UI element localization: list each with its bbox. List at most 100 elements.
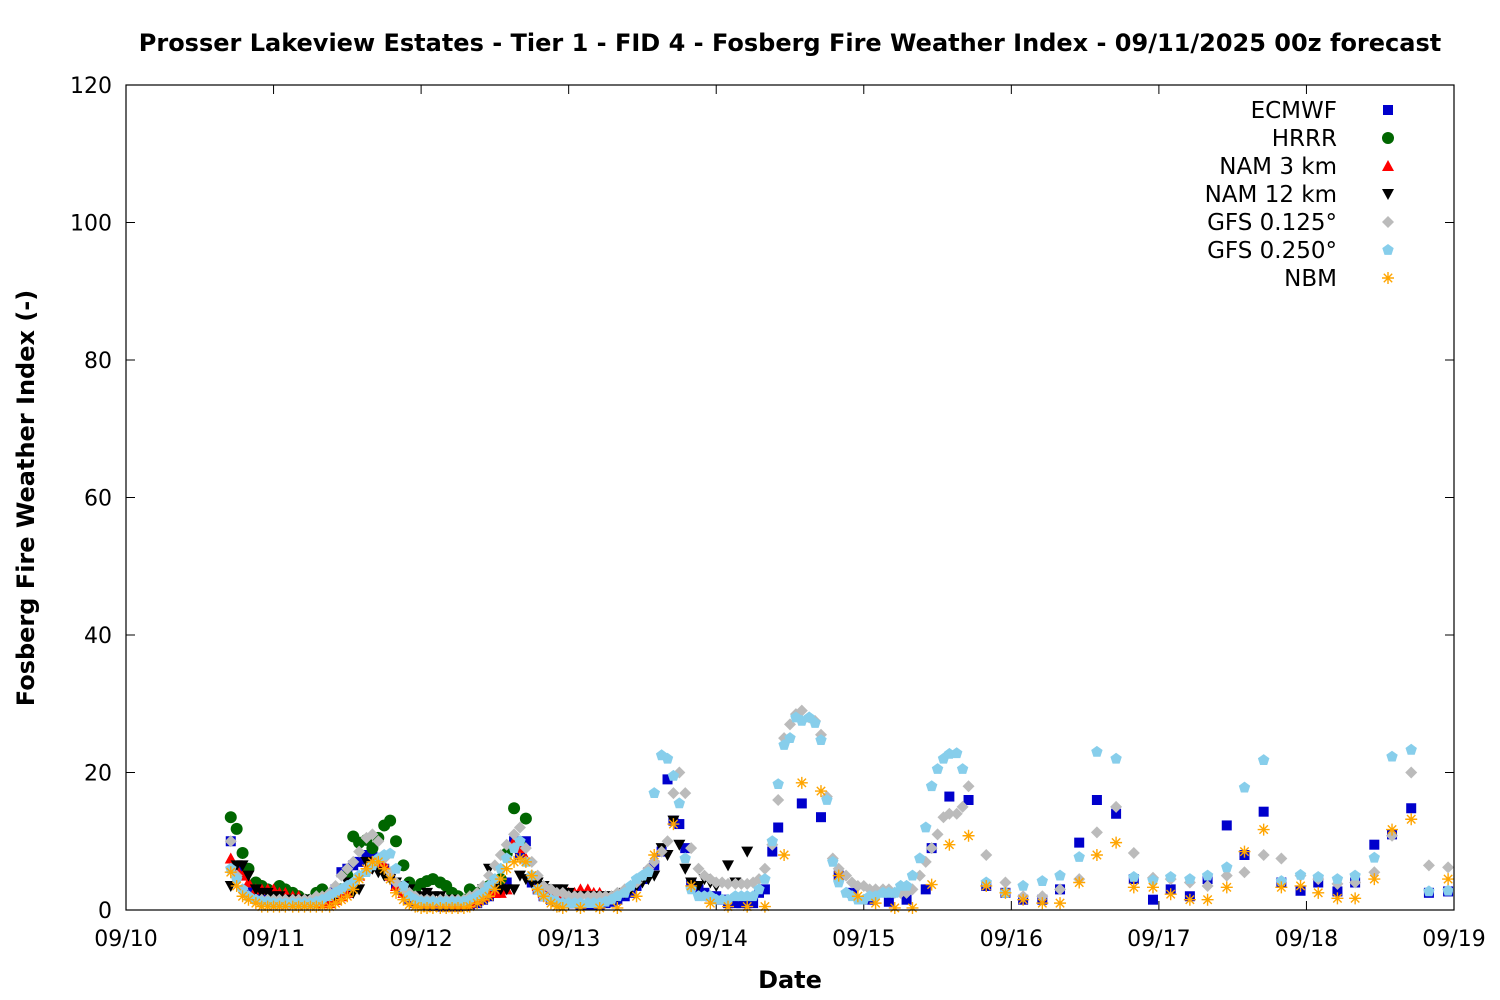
data-point	[1312, 871, 1324, 882]
data-point	[999, 886, 1012, 899]
data-point	[1146, 881, 1159, 894]
data-point	[766, 835, 778, 847]
data-point	[390, 886, 403, 899]
data-point	[409, 900, 422, 913]
data-point	[662, 774, 673, 785]
data-point	[1258, 806, 1269, 817]
data-point	[758, 900, 771, 913]
data-point	[242, 893, 255, 906]
data-point	[508, 802, 521, 815]
data-point	[261, 887, 274, 899]
data-point	[329, 897, 342, 910]
data-point	[353, 873, 366, 886]
data-point	[1201, 869, 1214, 881]
data-point	[950, 807, 963, 820]
data-point	[341, 890, 354, 903]
data-point	[426, 901, 439, 914]
data-point	[906, 869, 919, 881]
data-point	[1220, 869, 1233, 882]
data-point	[920, 884, 931, 895]
data-point	[574, 901, 587, 914]
data-point	[1257, 823, 1270, 836]
data-point	[1036, 875, 1048, 886]
data-point	[347, 855, 360, 868]
data-point	[390, 835, 403, 848]
data-point	[759, 873, 771, 884]
data-point	[1331, 873, 1344, 884]
plot-frame	[125, 84, 1455, 911]
data-point	[1368, 851, 1380, 863]
data-point	[661, 752, 674, 764]
data-point	[397, 879, 410, 891]
data-point	[550, 900, 563, 913]
data-point	[956, 763, 969, 774]
data-point	[630, 890, 643, 903]
data-point	[1184, 873, 1196, 884]
data-point	[1257, 754, 1270, 765]
data-point	[679, 787, 692, 800]
data-point	[1294, 868, 1307, 880]
data-point	[1331, 892, 1344, 905]
data-point	[951, 747, 963, 759]
data-point	[1405, 743, 1417, 755]
data-point	[815, 734, 827, 745]
data-point	[1054, 897, 1067, 910]
data-point	[753, 883, 765, 895]
data-point	[925, 780, 938, 792]
data-point	[648, 787, 660, 798]
data-point	[353, 845, 366, 858]
data-point	[1054, 883, 1067, 896]
data-point	[1128, 871, 1140, 882]
data-point	[1275, 852, 1288, 865]
data-point	[767, 846, 778, 857]
data-point	[323, 900, 336, 913]
data-point	[1386, 823, 1399, 836]
data-point	[519, 812, 532, 825]
legend-marker	[1382, 160, 1394, 171]
x-tick-label: 09/17	[1127, 927, 1190, 952]
data-point	[1332, 886, 1343, 897]
data-point	[384, 814, 397, 827]
data-point	[525, 869, 538, 882]
data-point	[1221, 820, 1232, 831]
legend-label: HRRR	[1272, 126, 1337, 152]
data-point	[1091, 795, 1102, 805]
data-point	[778, 849, 791, 861]
data-point	[772, 778, 784, 789]
data-point	[501, 852, 513, 864]
data-point	[888, 901, 901, 914]
data-point	[832, 869, 845, 882]
data-point	[384, 873, 397, 886]
data-point	[704, 897, 717, 910]
data-point	[316, 900, 329, 913]
data-point	[901, 894, 912, 905]
data-point	[508, 828, 521, 841]
x-axis-label: Date	[758, 966, 822, 994]
data-point	[906, 901, 919, 914]
series-gfs-0-250	[225, 711, 1454, 908]
data-point	[1406, 803, 1417, 814]
data-point	[477, 893, 490, 906]
data-point	[1090, 849, 1103, 861]
data-point	[1238, 866, 1251, 879]
data-point	[224, 835, 237, 848]
data-point	[1442, 861, 1455, 874]
data-points	[224, 704, 1455, 914]
data-point	[943, 807, 956, 820]
data-point	[943, 838, 956, 851]
data-point	[513, 870, 526, 882]
data-point	[236, 860, 249, 872]
data-point	[611, 901, 624, 914]
data-point	[840, 869, 853, 882]
data-point	[224, 866, 237, 879]
data-point	[1201, 893, 1214, 906]
data-point	[1110, 836, 1123, 849]
data-point	[335, 869, 348, 882]
data-point	[249, 897, 262, 910]
legend-marker	[1382, 216, 1394, 228]
data-point	[500, 862, 513, 875]
data-point	[513, 852, 526, 865]
legend-marker	[1382, 272, 1394, 284]
data-point	[1036, 897, 1049, 910]
